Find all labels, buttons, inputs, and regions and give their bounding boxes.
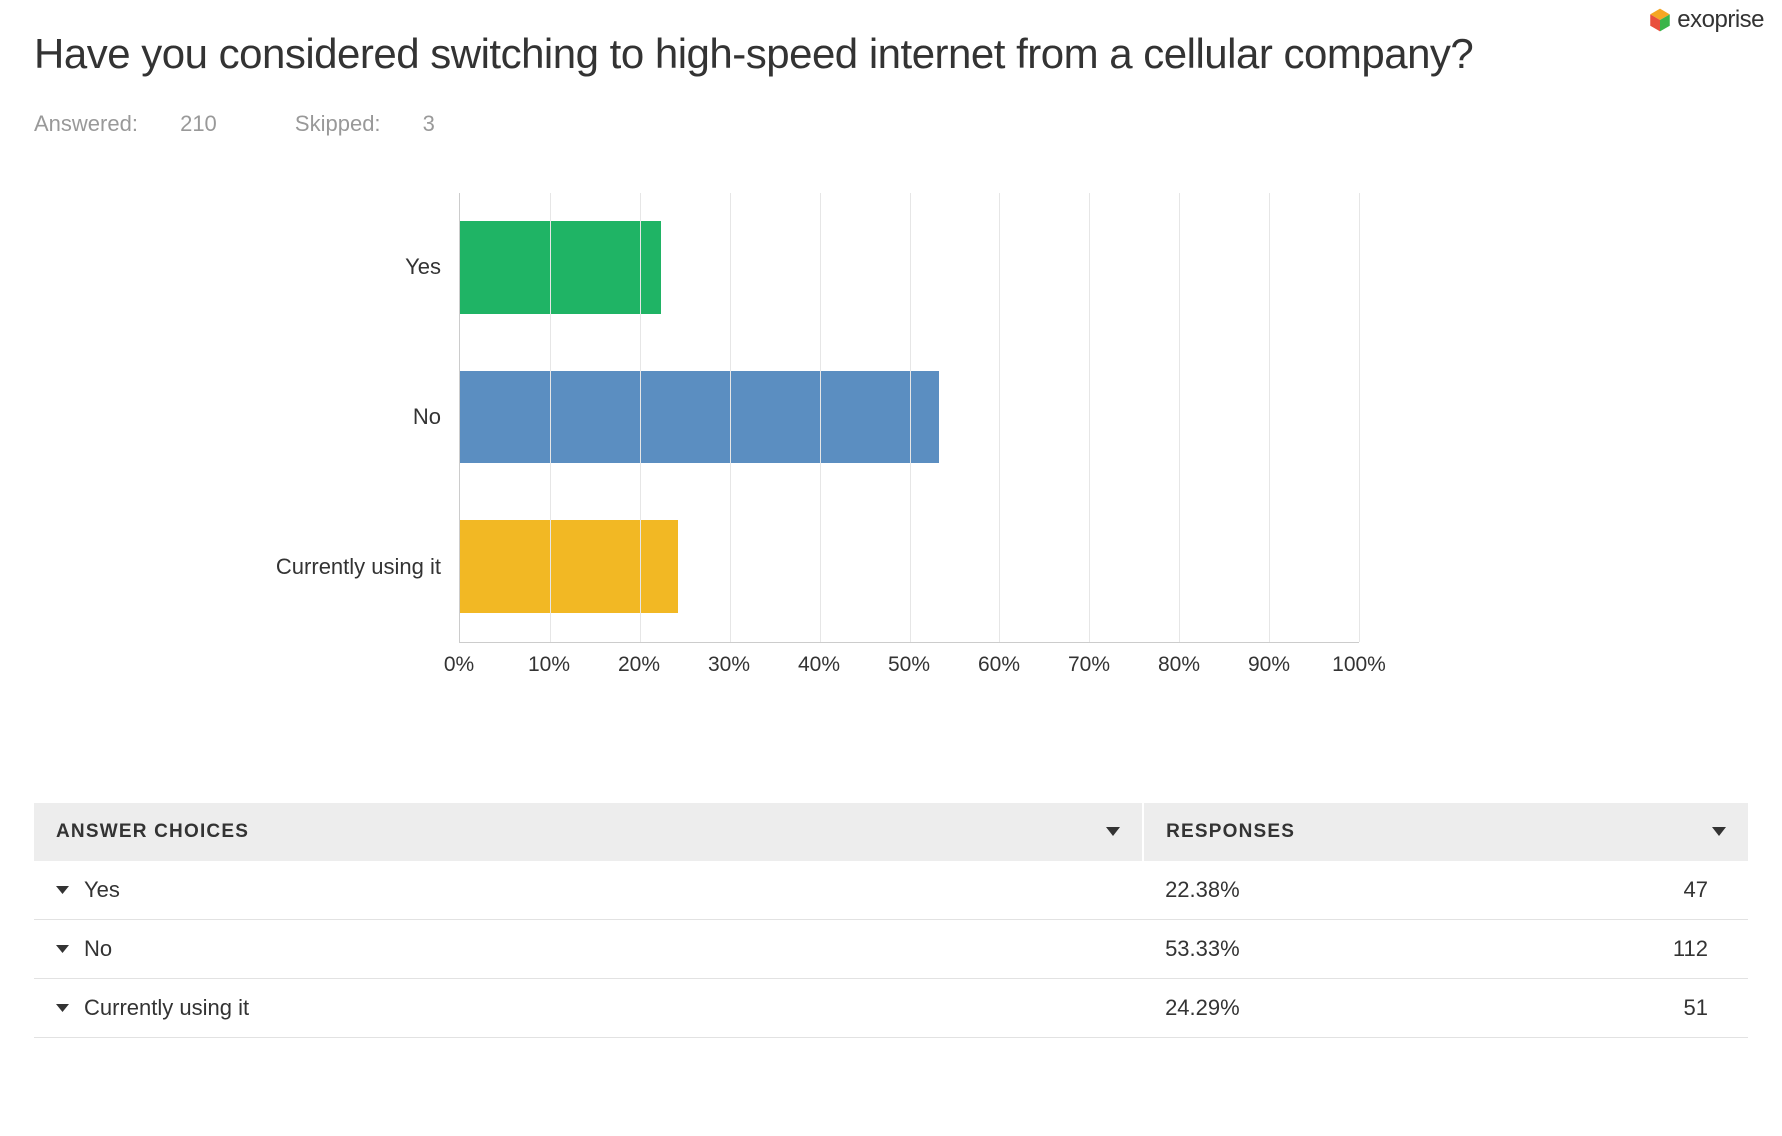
cell-percent: 24.29% (1143, 978, 1476, 1037)
logo-cube-icon (1647, 7, 1673, 33)
y-axis-label: No (269, 343, 459, 493)
gridline (999, 193, 1000, 642)
caret-down-icon (56, 886, 84, 895)
table-row: No53.33%112 (34, 919, 1748, 978)
gridline (910, 193, 911, 642)
y-axis-label: Yes (269, 193, 459, 343)
results-table: Answer Choices Responses Yes22.38%47No53… (34, 803, 1748, 1038)
bar (460, 221, 661, 314)
bar (460, 520, 678, 613)
x-tick: 60% (978, 653, 1020, 677)
caret-down-icon (56, 1004, 84, 1013)
gridline (1089, 193, 1090, 642)
x-tick: 80% (1158, 653, 1200, 677)
x-tick: 10% (528, 653, 570, 677)
gridline (1179, 193, 1180, 642)
brand-name: exoprise (1677, 6, 1764, 34)
answered-meta: Answered: 210 (34, 111, 259, 136)
x-tick: 50% (888, 653, 930, 677)
caret-down-icon (56, 945, 84, 954)
gridline (820, 193, 821, 642)
gridline (730, 193, 731, 642)
response-meta: Answered: 210 Skipped: 3 (34, 111, 1748, 137)
header-responses[interactable]: Responses (1143, 803, 1748, 861)
gridline (1269, 193, 1270, 642)
gridline (640, 193, 641, 642)
cell-percent: 22.38% (1143, 861, 1476, 920)
x-tick: 40% (798, 653, 840, 677)
cell-count: 112 (1476, 919, 1748, 978)
question-title: Have you considered switching to high-sp… (34, 28, 1584, 81)
x-tick: 100% (1332, 653, 1386, 677)
cell-count: 47 (1476, 861, 1748, 920)
cell-count: 51 (1476, 978, 1748, 1037)
gridline (1359, 193, 1360, 642)
caret-down-icon (1106, 827, 1120, 837)
gridline (550, 193, 551, 642)
skipped-meta: Skipped: 3 (295, 111, 471, 136)
bar-chart: YesNoCurrently using it 0% 10% 20% 30% 40% 50… (269, 193, 1359, 683)
cell-answer-choice[interactable]: Yes (34, 861, 1143, 920)
cell-percent: 53.33% (1143, 919, 1476, 978)
table-row: Currently using it24.29%51 (34, 978, 1748, 1037)
brand-logo: exoprise (1647, 6, 1764, 34)
cell-answer-choice[interactable]: No (34, 919, 1143, 978)
x-tick: 70% (1068, 653, 1110, 677)
caret-down-icon (1712, 827, 1726, 837)
x-tick: 0% (444, 653, 474, 677)
bar (460, 371, 939, 464)
y-axis-label: Currently using it (269, 493, 459, 643)
x-tick: 30% (708, 653, 750, 677)
table-row: Yes22.38%47 (34, 861, 1748, 920)
header-answer-choices[interactable]: Answer Choices (34, 803, 1143, 861)
cell-answer-choice[interactable]: Currently using it (34, 978, 1143, 1037)
x-tick: 20% (618, 653, 660, 677)
x-tick: 90% (1248, 653, 1290, 677)
